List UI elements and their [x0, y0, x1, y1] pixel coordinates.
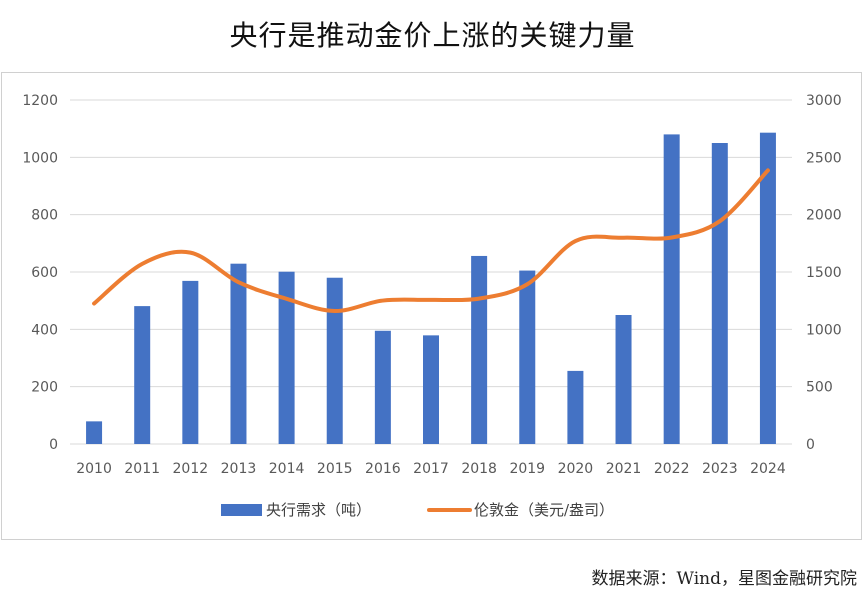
bar-series: [86, 132, 776, 444]
chart-svg: 0 200 400 600 800 1000 1200 0 500 1000 1500 2000 25…: [22, 93, 842, 519]
left-tick-label: 400: [31, 322, 58, 338]
left-tick-label: 0: [49, 437, 58, 453]
x-axis-ticks: 2010 2011 2012 2013 2014 2015 2016 2017 2018 2019…: [76, 461, 786, 477]
right-tick-label: 1000: [806, 322, 842, 338]
legend: 央行需求（吨） 伦敦金（美元/盎司）: [221, 501, 614, 519]
x-tick-label: 2013: [221, 461, 257, 477]
x-tick-label: 2024: [750, 461, 786, 477]
left-tick-label: 1000: [22, 150, 58, 166]
legend-line-label: 伦敦金（美元/盎司）: [474, 501, 614, 519]
bar: [423, 335, 439, 444]
bar: [278, 271, 295, 444]
x-tick-label: 2010: [76, 461, 112, 477]
right-tick-label: 3000: [806, 93, 842, 109]
right-tick-label: 2000: [806, 208, 842, 224]
bar: [615, 315, 632, 444]
x-tick-label: 2016: [365, 461, 401, 477]
chart-title: 央行是推动金价上涨的关键力量: [229, 19, 636, 52]
right-tick-label: 0: [806, 437, 815, 453]
bar: [86, 421, 103, 444]
bar: [134, 306, 151, 444]
left-tick-label: 1200: [22, 93, 58, 109]
x-tick-label: 2017: [413, 461, 449, 477]
bar: [374, 330, 391, 444]
x-tick-label: 2020: [558, 461, 594, 477]
right-axis-ticks: 0 500 1000 1500 2000 2500 3000: [806, 93, 842, 453]
bar: [326, 277, 343, 444]
legend-bar-swatch: [221, 504, 262, 516]
chart-area: 0 200 400 600 800 1000 1200 0 500 1000 1500 2000 25…: [1, 72, 862, 540]
left-tick-label: 600: [31, 265, 58, 281]
bar: [471, 255, 488, 444]
x-tick-label: 2015: [317, 461, 353, 477]
bar: [567, 370, 584, 444]
left-tick-label: 200: [31, 380, 58, 396]
bar: [663, 134, 680, 444]
x-tick-label: 2014: [269, 461, 305, 477]
bar: [182, 280, 199, 444]
x-tick-label: 2023: [702, 461, 738, 477]
x-tick-label: 2012: [173, 461, 209, 477]
source-note: 数据来源：Wind，星图金融研究院: [591, 569, 857, 589]
bar: [711, 143, 728, 444]
x-tick-label: 2022: [654, 461, 690, 477]
line-series: [92, 168, 770, 313]
left-tick-label: 800: [31, 208, 58, 224]
x-tick-label: 2011: [124, 461, 160, 477]
right-tick-label: 1500: [806, 265, 842, 281]
x-tick-label: 2018: [461, 461, 497, 477]
x-tick-label: 2021: [606, 461, 642, 477]
right-tick-label: 2500: [806, 150, 842, 166]
x-tick-label: 2019: [509, 461, 545, 477]
left-axis-ticks: 0 200 400 600 800 1000 1200: [22, 93, 58, 453]
legend-bar-label: 央行需求（吨）: [266, 501, 371, 519]
right-tick-label: 500: [806, 380, 833, 396]
bar: [759, 132, 776, 444]
gold-price-line: [92, 168, 770, 313]
bar: [230, 263, 247, 444]
bar: [519, 270, 536, 444]
